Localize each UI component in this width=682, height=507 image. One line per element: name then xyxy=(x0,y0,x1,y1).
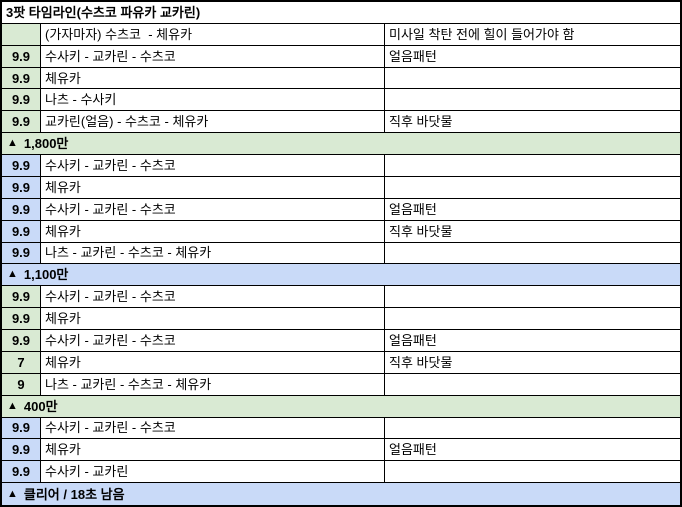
table-row: 9.9 수사키 - 교카린 xyxy=(2,461,680,484)
note-cell xyxy=(385,176,680,198)
note-cell: 직후 바닷물 xyxy=(385,111,680,133)
action-cell: 수사키 - 교카린 - 수츠코 xyxy=(41,45,385,67)
section-marker-icon: ▲ xyxy=(7,487,18,500)
section-marker-icon: ▲ xyxy=(7,268,18,281)
table-row: 9.9 수사키 - 교카린 - 수츠코 얼음패턴 xyxy=(2,198,680,221)
note-cell: 미사일 착탄 전에 힐이 들어가야 함 xyxy=(385,23,680,45)
note-cell: 얼음패턴 xyxy=(385,198,680,220)
note-cell: 얼음패턴 xyxy=(385,330,680,351)
note-cell: 얼음패턴 xyxy=(385,45,680,67)
section-label: 400만 xyxy=(23,398,58,414)
action-cell: 체유카 xyxy=(41,308,385,330)
action-cell: 교카린(얼음) - 수츠코 - 체유카 xyxy=(41,111,385,133)
action-cell: 체유카 xyxy=(41,220,385,242)
action-cell: 수사키 - 교카린 - 수츠코 xyxy=(41,330,385,351)
action-cell: 나츠 - 수사키 xyxy=(41,89,385,111)
page-title: 3팟 타임라인(수츠코 파유카 교카린) xyxy=(2,2,680,24)
time-cell: 9.9 xyxy=(2,155,41,176)
time-cell: 9.9 xyxy=(2,45,41,67)
section-header-row: ▲ 1,100만 xyxy=(2,264,680,287)
section-header-row: ▲ 클리어 / 18초 남음 xyxy=(2,483,680,505)
note-cell xyxy=(385,417,680,439)
table-row: 9.9 체유카 xyxy=(2,308,680,331)
note-cell: 직후 바닷물 xyxy=(385,351,680,373)
note-cell xyxy=(385,286,680,308)
table-row: 9.9 수사키 - 교카린 - 수츠코 얼음패턴 xyxy=(2,45,680,68)
section-label: 1,800만 xyxy=(23,136,69,152)
table-row: 9.9 체유카 직후 바닷물 xyxy=(2,220,680,243)
section-label: 클리어 / 18초 남음 xyxy=(23,486,125,502)
table-row: 9.9 수사키 - 교카린 - 수츠코 xyxy=(2,286,680,309)
action-cell: 수사키 - 교카린 - 수츠코 xyxy=(41,155,385,176)
action-cell: 수사키 - 교카린 - 수츠코 xyxy=(41,198,385,220)
action-cell: 수사키 - 교카린 xyxy=(41,461,385,483)
section-header-row: ▲ 1,800만 xyxy=(2,133,680,156)
note-cell xyxy=(385,308,680,330)
section-marker-icon: ▲ xyxy=(7,137,18,150)
action-cell: 체유카 xyxy=(41,67,385,89)
time-cell: 9.9 xyxy=(2,461,41,483)
time-cell xyxy=(2,23,41,45)
note-cell xyxy=(385,373,680,395)
note-cell xyxy=(385,242,680,264)
note-cell: 얼음패턴 xyxy=(385,439,680,461)
table-row: 9.9 체유카 xyxy=(2,67,680,90)
table-row: 9.9 수사키 - 교카린 - 수츠코 xyxy=(2,155,680,177)
note-cell: 직후 바닷물 xyxy=(385,220,680,242)
time-cell: 9.9 xyxy=(2,242,41,264)
table-row: 9.9 수사키 - 교카린 - 수츠코 얼음패턴 xyxy=(2,330,680,352)
action-cell: 수사키 - 교카린 - 수츠코 xyxy=(41,286,385,308)
table-row: 9.9 나츠 - 수사키 xyxy=(2,89,680,112)
table-row: 9.9 체유카 얼음패턴 xyxy=(2,439,680,462)
time-cell: 9.9 xyxy=(2,417,41,439)
section-header-row: ▲ 400만 xyxy=(2,395,680,418)
action-cell: 나츠 - 교카린 - 수츠코 - 체유카 xyxy=(41,242,385,264)
time-cell: 9.9 xyxy=(2,111,41,133)
note-cell xyxy=(385,89,680,111)
action-cell: 수사키 - 교카린 - 수츠코 xyxy=(41,417,385,439)
action-cell: 체유카 xyxy=(41,176,385,198)
time-cell: 9.9 xyxy=(2,308,41,330)
note-cell xyxy=(385,67,680,89)
table-row: 7 체유카 직후 바닷물 xyxy=(2,351,680,374)
note-cell xyxy=(385,461,680,483)
table-row: 9.9 체유카 xyxy=(2,176,680,199)
section-label: 1,100만 xyxy=(23,267,69,283)
table-row: 9.9 수사키 - 교카린 - 수츠코 xyxy=(2,417,680,440)
time-cell: 9.9 xyxy=(2,439,41,461)
table-row: 9.9 교카린(얼음) - 수츠코 - 체유카 직후 바닷물 xyxy=(2,111,680,134)
action-cell: 나츠 - 교카린 - 수츠코 - 체유카 xyxy=(41,373,385,395)
section-marker-icon: ▲ xyxy=(7,399,18,412)
note-cell xyxy=(385,155,680,176)
time-cell: 9.9 xyxy=(2,220,41,242)
time-cell: 7 xyxy=(2,351,41,373)
time-cell: 9.9 xyxy=(2,286,41,308)
action-cell: 체유카 xyxy=(41,439,385,461)
table-row: 9.9 나츠 - 교카린 - 수츠코 - 체유카 xyxy=(2,242,680,265)
action-cell: (가자마자) 수츠코 - 체유카 xyxy=(41,23,385,45)
table-row: 9 나츠 - 교카린 - 수츠코 - 체유카 xyxy=(2,373,680,396)
time-cell: 9.9 xyxy=(2,330,41,351)
time-cell: 9.9 xyxy=(2,67,41,89)
action-cell: 체유카 xyxy=(41,351,385,373)
table-row: (가자마자) 수츠코 - 체유카 미사일 착탄 전에 힐이 들어가야 함 xyxy=(2,23,680,46)
time-cell: 9.9 xyxy=(2,176,41,198)
time-cell: 9.9 xyxy=(2,89,41,111)
time-cell: 9 xyxy=(2,373,41,395)
time-cell: 9.9 xyxy=(2,198,41,220)
